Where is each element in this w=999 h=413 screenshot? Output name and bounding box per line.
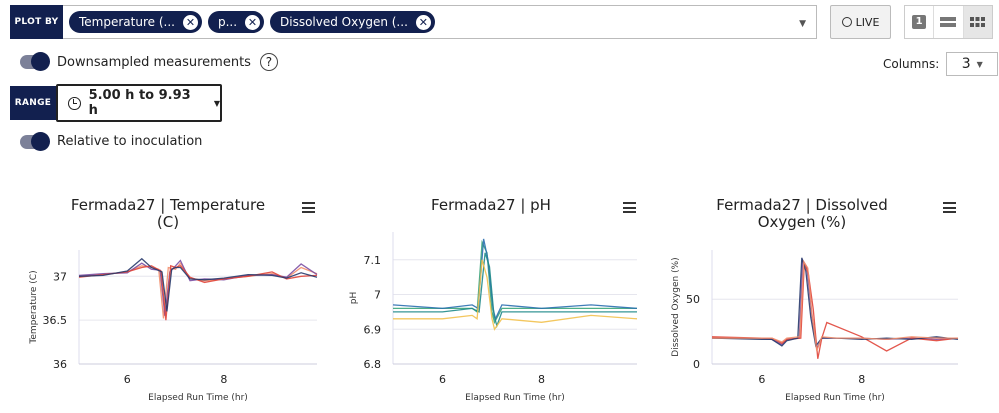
- chip-label: p...: [217, 15, 238, 29]
- x-axis-title: Elapsed Run Time (hr): [785, 393, 885, 403]
- x-tick-label: 8: [538, 373, 545, 386]
- y-axis-title: Temperature (C): [29, 270, 39, 344]
- relative-toggle[interactable]: [20, 131, 50, 151]
- relative-label: Relative to inoculation: [57, 134, 203, 149]
- series-line: [712, 259, 958, 352]
- y-tick-label: 0: [693, 358, 700, 371]
- clock-icon: [68, 96, 81, 110]
- series-line: [711, 262, 959, 359]
- series-line: [711, 257, 959, 348]
- live-label: LIVE: [855, 15, 880, 29]
- help-icon[interactable]: ?: [259, 53, 278, 71]
- columns-value: 3: [961, 56, 971, 72]
- series-line: [392, 238, 638, 321]
- relative-row: Relative to inoculation: [20, 131, 203, 151]
- chart-2: 0 50 6 8 Elapsed Run Time (hr) Dissolved Oxyg…: [671, 250, 959, 403]
- x-axis-title: Elapsed Run Time (hr): [465, 393, 565, 403]
- x-tick-label: 6: [124, 373, 131, 386]
- layout-grid-button[interactable]: [963, 6, 992, 38]
- chart-menu-icon[interactable]: [943, 202, 956, 213]
- remove-chip-icon[interactable]: ✕: [182, 14, 198, 30]
- x-tick-label: 8: [220, 373, 227, 386]
- live-button[interactable]: LIVE: [830, 5, 891, 39]
- y-tick-label: 37: [53, 270, 67, 283]
- series-line: [78, 257, 318, 312]
- columns-select[interactable]: 3 ▼: [946, 52, 999, 76]
- layout-single-button[interactable]: 1: [905, 6, 935, 38]
- downsampled-row: Downsampled measurements ?: [20, 52, 278, 71]
- chevron-down-icon[interactable]: ▼: [799, 19, 806, 29]
- x-tick-label: 8: [858, 373, 865, 386]
- x-tick-label: 6: [758, 373, 765, 386]
- chip-temperature: Temperature (... ✕: [69, 11, 202, 33]
- y-tick-label: 7: [374, 289, 381, 302]
- layout-toggle-group: 1: [904, 5, 993, 39]
- downsampled-label: Downsampled measurements: [57, 54, 251, 70]
- chart-title-ph: Fermada27 | pH: [431, 196, 551, 214]
- chevron-down-icon: ▼: [213, 98, 220, 108]
- chip-label: Dissolved Oxygen (...: [280, 15, 408, 29]
- chart-title-temperature: Fermada27 | Temperature (C): [70, 196, 266, 231]
- plot-by-label: PLOT BY: [10, 5, 63, 39]
- chart-title-dissolved-oxygen: Fermada27 | Dissolved Oxygen (%): [716, 196, 888, 231]
- chart-0: 36 36.5 37 6 8 Elapsed Run Time (hr) Temperatu…: [29, 250, 318, 403]
- chip-label: Temperature (...: [79, 15, 175, 29]
- chart-1: 6.8 6.9 7 7.1 6 8 Elapsed Run Time (hr) pH: [349, 232, 638, 403]
- chart-menu-icon[interactable]: [623, 202, 636, 213]
- chip-ph: p... ✕: [207, 11, 265, 33]
- chart-menu-icon[interactable]: [302, 202, 315, 213]
- layout-rows-button[interactable]: [934, 6, 964, 38]
- columns-label: Columns:: [883, 57, 940, 71]
- y-tick-label: 36.5: [43, 314, 68, 327]
- series-line: [393, 259, 638, 331]
- range-label: RANGE: [10, 86, 56, 120]
- y-axis-title: pH: [349, 292, 359, 304]
- single-layout-icon: 1: [912, 15, 927, 29]
- plot-by-select[interactable]: Temperature (... ✕ p... ✕ Dissolved Oxygen…: [63, 5, 817, 39]
- x-axis-title: Elapsed Run Time (hr): [148, 393, 248, 403]
- series-line: [393, 239, 637, 325]
- y-tick-label: 7.1: [364, 254, 382, 267]
- y-tick-label: 50: [686, 293, 700, 306]
- series-line: [78, 264, 318, 321]
- series-line: [712, 258, 959, 351]
- grid-layout-icon: [970, 17, 986, 27]
- series-line: [78, 262, 318, 319]
- chevron-down-icon: ▼: [976, 59, 983, 69]
- downsampled-toggle[interactable]: [20, 52, 50, 71]
- y-tick-label: 36: [53, 358, 67, 371]
- live-circle-icon: [841, 17, 852, 27]
- remove-chip-icon[interactable]: ✕: [415, 14, 431, 30]
- series-line: [393, 252, 637, 328]
- series-line: [78, 259, 318, 316]
- remove-chip-icon[interactable]: ✕: [245, 14, 261, 30]
- range-dropdown[interactable]: 5.00 h to 9.93 h ▼: [56, 84, 222, 122]
- rows-layout-icon: [940, 17, 957, 27]
- columns-control: Columns: 3 ▼: [883, 52, 999, 76]
- chip-dissolved-oxygen: Dissolved Oxygen (... ✕: [270, 11, 435, 33]
- x-tick-label: 6: [439, 373, 446, 386]
- y-tick-label: 6.8: [364, 358, 382, 371]
- range-value: 5.00 h to 9.93 h: [88, 88, 191, 118]
- y-axis-title: Dissolved Oxygen (%): [671, 257, 681, 356]
- y-tick-label: 6.9: [364, 323, 382, 336]
